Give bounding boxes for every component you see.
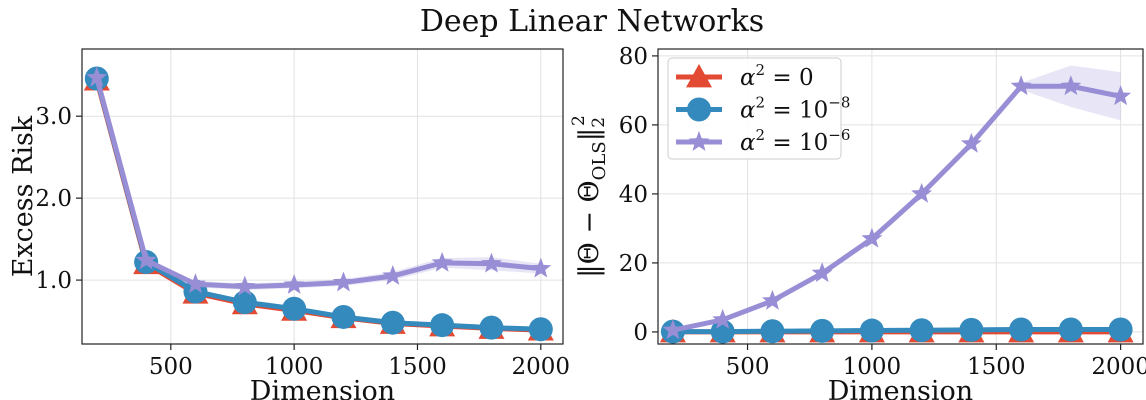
data-point xyxy=(710,319,735,344)
legend-entry-a0: α2 = 0 xyxy=(676,61,814,91)
data-point xyxy=(382,264,404,285)
series-a8 xyxy=(84,66,553,342)
confidence-band xyxy=(96,79,541,332)
parameter-distance-chart: 500 1000 1500 2000 0 20 40 60 80 Dimension ‖Θ − ΘO… xyxy=(569,44,1146,400)
data-point xyxy=(86,66,108,87)
data-point xyxy=(283,274,305,294)
data-point xyxy=(431,251,453,272)
data-point xyxy=(135,249,157,270)
data-point xyxy=(1058,317,1083,342)
data-point xyxy=(185,273,206,294)
data-point xyxy=(1010,75,1032,96)
data-point xyxy=(333,271,354,292)
data-point xyxy=(481,252,502,273)
legend-marker xyxy=(687,97,711,122)
legend-marker xyxy=(686,64,712,88)
series-a8 xyxy=(660,317,1133,344)
y-tick-label: 1.0 xyxy=(35,268,72,294)
x-tick-label: 500 xyxy=(726,354,770,380)
y-axis-label: ‖Θ − ΘOLS‖22 xyxy=(569,115,610,278)
data-point xyxy=(712,308,734,329)
confidence-band xyxy=(96,77,541,331)
x-tick-label: 500 xyxy=(149,354,193,380)
data-point xyxy=(528,317,553,342)
data-point xyxy=(861,227,883,248)
data-point xyxy=(662,319,684,340)
y-tick-label: 20 xyxy=(619,251,648,277)
data-point xyxy=(810,318,835,343)
x-tick-label: 1500 xyxy=(388,354,447,380)
series-line xyxy=(672,327,1121,335)
figure-title: Deep Linear Networks xyxy=(420,4,764,39)
confidence-band xyxy=(96,76,541,290)
data-point xyxy=(760,319,785,344)
legend-label: α2 = 10−6 xyxy=(740,126,850,156)
series-a6 xyxy=(662,65,1132,340)
data-point xyxy=(1110,85,1132,106)
x-tick-label: 2000 xyxy=(512,354,571,380)
legend-label: α2 = 10−8 xyxy=(740,94,850,124)
data-point xyxy=(911,182,933,203)
data-point xyxy=(761,289,783,310)
y-tick-label: 0 xyxy=(633,320,648,346)
data-point xyxy=(1060,75,1082,96)
data-point xyxy=(859,318,884,343)
legend: α2 = 0α2 = 10−8α2 = 10−6 xyxy=(667,57,850,160)
excess-risk-chart: 500 1000 1500 2000 1.0 2.0 3.0 Dimension Excess … xyxy=(8,48,571,400)
y-axis-label: Excess Risk xyxy=(8,115,39,277)
y-tick-label: 3.0 xyxy=(35,104,72,130)
data-point xyxy=(960,132,982,153)
data-point xyxy=(479,315,504,340)
series-line xyxy=(94,79,541,333)
series-line xyxy=(94,77,541,332)
x-axis-label: Dimension xyxy=(828,376,973,400)
data-point xyxy=(909,318,934,343)
data-point xyxy=(234,275,256,296)
x-tick-label: 1500 xyxy=(967,354,1026,380)
grid xyxy=(82,49,563,344)
series-a0 xyxy=(83,67,554,341)
legend-entry-a8: α2 = 10−8 xyxy=(676,94,850,124)
data-point xyxy=(380,310,405,335)
data-point xyxy=(1009,317,1034,342)
legend-marker xyxy=(688,131,710,151)
data-point xyxy=(1108,317,1133,342)
y-tick-label: 60 xyxy=(619,113,648,139)
y-tick-label: 80 xyxy=(619,44,648,70)
legend-label: α2 = 0 xyxy=(740,61,814,91)
data-point xyxy=(430,313,455,338)
series-line xyxy=(672,83,1122,333)
x-tick-label: 2000 xyxy=(1091,354,1146,380)
data-point xyxy=(811,262,833,283)
data-point xyxy=(959,317,984,342)
y-tick-label: 40 xyxy=(619,182,648,208)
y-tick-label: 2.0 xyxy=(35,186,72,212)
data-point xyxy=(331,304,356,329)
series-line xyxy=(94,77,542,290)
x-tick-label: 1000 xyxy=(265,354,324,380)
data-point xyxy=(282,296,307,321)
data-point xyxy=(530,257,552,278)
x-tick-label: 1000 xyxy=(843,354,902,380)
data-point xyxy=(232,290,257,315)
series-a6 xyxy=(86,66,552,296)
legend-entry-a6: α2 = 10−6 xyxy=(676,126,850,156)
x-axis-label: Dimension xyxy=(250,376,395,400)
